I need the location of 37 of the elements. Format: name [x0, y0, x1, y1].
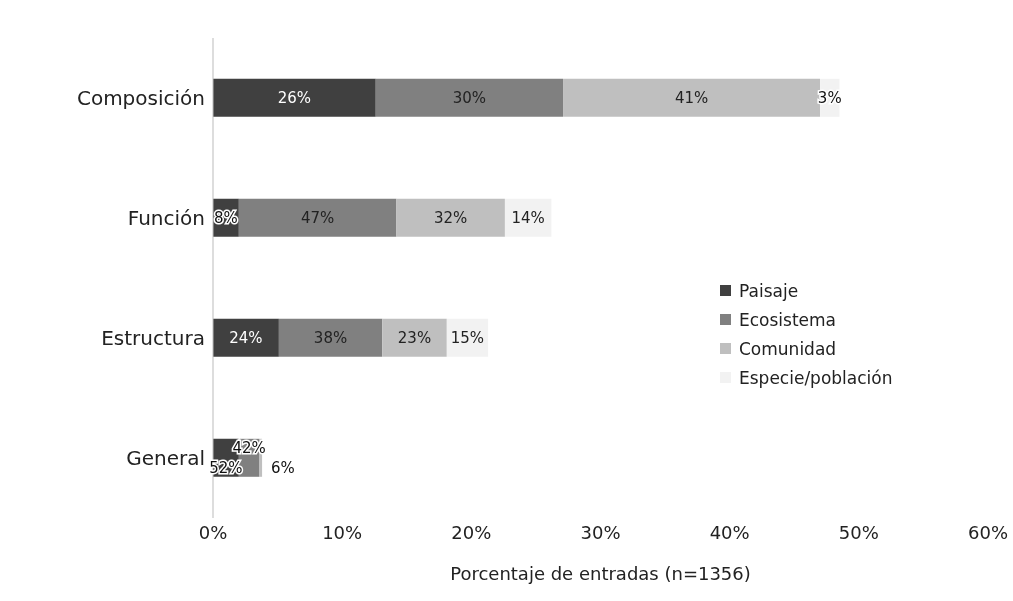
- annotation: 3%: [817, 89, 842, 107]
- legend-label: Paisaje: [739, 280, 799, 301]
- annotation: 8%: [214, 209, 238, 227]
- annotation: 23%: [397, 329, 432, 347]
- annotation: 15%: [450, 329, 485, 347]
- bar: [238, 198, 397, 237]
- x-axis-title: Porcentaje de entradas (n=1356): [450, 563, 751, 584]
- y-tick-label: Estructura: [101, 326, 205, 351]
- y-tick-label: Composición: [76, 86, 205, 111]
- annotation: 38%: [313, 329, 348, 347]
- bar: [278, 318, 383, 357]
- annotation: 47%: [300, 209, 335, 227]
- bar: [213, 78, 376, 117]
- x-tick-label: 50%: [838, 521, 879, 543]
- bar: [382, 318, 447, 357]
- y-tick-label: General: [126, 446, 205, 471]
- annotation: 24%: [229, 329, 263, 347]
- annotation: 41%: [674, 89, 709, 107]
- bar: [213, 318, 279, 357]
- x-tick-label: 10%: [322, 521, 363, 543]
- x-tick-label: 60%: [967, 521, 1009, 543]
- bar: [375, 78, 564, 117]
- bar: [563, 78, 821, 117]
- annotation: 26%: [277, 89, 312, 107]
- y-tick-label: Función: [127, 206, 205, 231]
- annotation: 30%: [452, 89, 487, 107]
- legend-label: Especie/población: [739, 367, 893, 388]
- x-tick-label: 30%: [580, 521, 621, 543]
- legend-label: Comunidad: [739, 338, 837, 359]
- legend-label: Ecosistema: [739, 309, 837, 330]
- annotation: 14%: [511, 209, 545, 227]
- x-tick-label: 40%: [709, 521, 750, 543]
- annotation: 6%: [270, 459, 295, 477]
- annotation: 32%: [433, 209, 468, 227]
- bar: [396, 198, 505, 237]
- x-tick-label: 20%: [451, 521, 492, 543]
- x-tick-label: 0%: [198, 521, 228, 543]
